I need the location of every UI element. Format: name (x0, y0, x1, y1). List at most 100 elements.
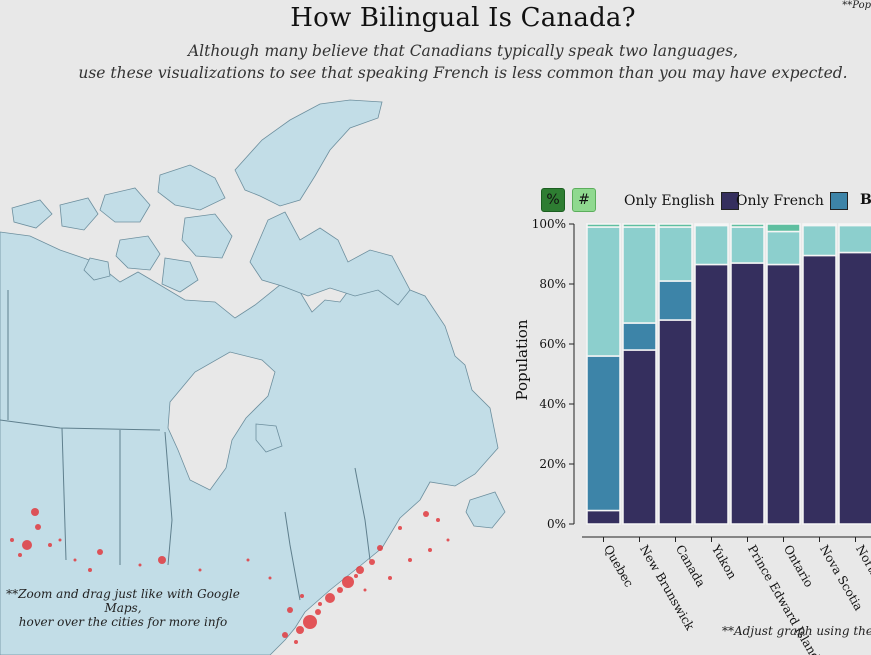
y-tick-label: 20% (539, 457, 566, 471)
bar-segment (694, 224, 729, 266)
city-marker[interactable] (282, 632, 288, 638)
city-marker[interactable] (325, 593, 335, 603)
bar-segment (694, 263, 729, 525)
bar-segment (622, 322, 657, 351)
city-marker[interactable] (408, 558, 412, 562)
city-marker[interactable] (158, 556, 166, 564)
city-marker[interactable] (246, 558, 250, 562)
bar-segment (622, 349, 657, 525)
newfoundland (465, 491, 506, 529)
x-tick-label: Yukon (708, 542, 739, 582)
city-marker[interactable] (315, 609, 321, 615)
city-marker[interactable] (436, 518, 440, 522)
y-tick-label: 100% (532, 217, 566, 231)
city-marker[interactable] (287, 607, 293, 613)
bar-segment (802, 224, 837, 257)
y-tick-label: 80% (539, 277, 566, 291)
bar-segment (730, 223, 765, 228)
city-markers[interactable] (10, 508, 450, 644)
bar-segment (766, 223, 801, 233)
city-marker[interactable] (31, 508, 39, 516)
arctic-island-2 (99, 187, 151, 223)
arctic-island-8 (83, 257, 111, 281)
city-marker[interactable] (388, 576, 392, 580)
arctic-island-3 (59, 197, 99, 231)
city-marker[interactable] (318, 602, 322, 606)
bar-segment (622, 226, 657, 324)
city-marker[interactable] (48, 543, 52, 547)
bar-segment (586, 223, 621, 228)
bar-segment (658, 223, 693, 228)
city-marker[interactable] (300, 594, 304, 598)
legend-label-only-french: Only French (736, 193, 824, 209)
x-tick-label: Quebec (601, 543, 636, 590)
ellesmere-island (234, 99, 383, 207)
city-marker[interactable] (296, 626, 304, 634)
city-marker[interactable] (97, 549, 103, 555)
city-marker[interactable] (88, 568, 92, 572)
page-title: How Bilingual Is Canada? (290, 3, 636, 33)
city-marker[interactable] (22, 540, 32, 550)
city-marker[interactable] (354, 574, 358, 578)
city-marker[interactable] (268, 576, 272, 580)
city-marker[interactable] (363, 588, 367, 592)
graph-instructions: **Adjust graph using the leg (722, 624, 871, 638)
bar-segment (730, 262, 765, 525)
southampton-island (255, 423, 283, 453)
legend-label-bilingual: Bi (860, 192, 871, 208)
map-instructions-line-1: **Zoom and drag just like with Google Ma… (6, 587, 240, 615)
bar-segment (838, 251, 871, 525)
city-marker[interactable] (342, 576, 354, 588)
city-marker[interactable] (58, 538, 62, 542)
x-tick-label: Prince Edward Island (745, 543, 823, 655)
arctic-island-1 (157, 164, 226, 211)
count-toggle-button[interactable]: # (572, 188, 596, 212)
legend-only-english[interactable]: Only English (624, 192, 739, 210)
city-marker[interactable] (446, 538, 450, 542)
legend-bilingual[interactable]: Bi (860, 192, 871, 208)
city-marker[interactable] (35, 524, 41, 530)
baffin-island (249, 211, 411, 306)
bar-segment (694, 223, 729, 227)
city-marker[interactable] (423, 511, 429, 517)
percent-toggle-button[interactable]: % (541, 188, 565, 212)
legend-swatch-only-english (720, 192, 739, 210)
city-marker[interactable] (18, 553, 22, 557)
map-instructions: **Zoom and drag just like with Google Ma… (0, 587, 246, 629)
city-marker[interactable] (369, 559, 375, 565)
bar-segment (586, 226, 621, 357)
x-tick-label: Ontario (781, 543, 816, 590)
bar-segment (802, 254, 837, 525)
population-note: **Pop (842, 0, 871, 11)
x-tick-label: New Brunswick (637, 543, 697, 634)
city-marker[interactable] (303, 615, 317, 629)
arctic-island-7 (161, 257, 199, 293)
hudson-bay (167, 351, 276, 491)
city-marker[interactable] (138, 563, 142, 567)
city-marker[interactable] (428, 548, 432, 552)
bar-segment (658, 319, 693, 525)
city-marker[interactable] (377, 545, 383, 551)
y-tick-label: 0% (547, 517, 566, 531)
x-tick-label: Canada (673, 543, 708, 590)
y-tick-label: 40% (539, 397, 566, 411)
city-marker[interactable] (73, 558, 77, 562)
city-marker[interactable] (337, 587, 343, 593)
page-subtitle-line-1: Although many believe that Canadians typ… (187, 42, 739, 60)
arctic-island-6 (115, 235, 161, 271)
arctic-island-5 (181, 213, 233, 259)
canada-map[interactable] (0, 0, 520, 655)
mainland-shape (0, 231, 499, 655)
bar-segment (658, 226, 693, 282)
x-tick-label: Northwest Terr (853, 543, 871, 631)
city-marker[interactable] (398, 526, 402, 530)
bar-segment (730, 226, 765, 264)
arctic-island-4 (11, 199, 53, 229)
city-marker[interactable] (356, 566, 364, 574)
bar-segment (838, 223, 871, 227)
x-tick-label: Nova Scotia (817, 543, 866, 614)
city-marker[interactable] (10, 538, 14, 542)
city-marker[interactable] (294, 640, 298, 644)
city-marker[interactable] (198, 568, 202, 572)
legend-only-french[interactable]: Only French (736, 192, 848, 210)
